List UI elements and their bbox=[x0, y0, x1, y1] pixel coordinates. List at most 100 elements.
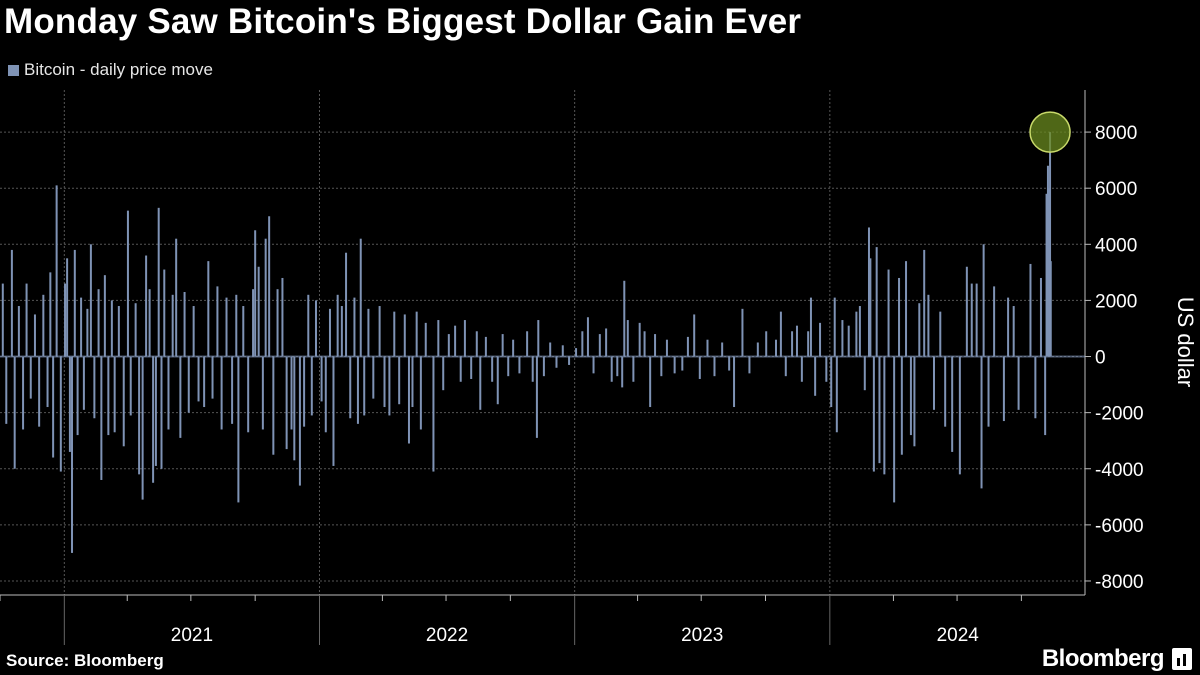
bar bbox=[383, 356, 386, 408]
bar bbox=[632, 356, 635, 382]
bar bbox=[484, 336, 487, 357]
x-tick-label: 2021 bbox=[171, 625, 213, 646]
y-tick-label: -4000 bbox=[1095, 460, 1144, 481]
bar bbox=[698, 356, 701, 379]
bar bbox=[110, 300, 113, 357]
bar bbox=[518, 356, 521, 374]
bar bbox=[535, 356, 538, 438]
bar bbox=[681, 356, 684, 371]
y-tick-label: -2000 bbox=[1095, 404, 1144, 425]
bar bbox=[1046, 165, 1049, 357]
bar bbox=[918, 303, 921, 357]
bar bbox=[825, 356, 828, 382]
bar bbox=[264, 238, 267, 357]
bar bbox=[378, 306, 381, 357]
bar bbox=[220, 356, 223, 430]
bar bbox=[17, 306, 20, 357]
x-tick-label: 2023 bbox=[681, 625, 723, 646]
bar bbox=[49, 272, 52, 357]
bar bbox=[526, 331, 529, 357]
bar bbox=[713, 356, 716, 377]
bar bbox=[568, 356, 571, 365]
bar bbox=[900, 356, 903, 455]
bar bbox=[686, 336, 689, 357]
bar bbox=[117, 306, 120, 357]
bar bbox=[340, 306, 343, 357]
bar bbox=[336, 294, 339, 357]
bar bbox=[345, 252, 348, 357]
bar bbox=[415, 311, 418, 357]
bar bbox=[148, 289, 151, 357]
bar bbox=[298, 356, 301, 486]
bar bbox=[626, 320, 629, 357]
bar bbox=[501, 334, 504, 357]
bar bbox=[847, 325, 850, 357]
bar bbox=[82, 356, 85, 410]
bar bbox=[1007, 297, 1010, 357]
bar bbox=[1012, 306, 1015, 357]
chart-legend: Bitcoin - daily price move bbox=[8, 60, 213, 80]
bar bbox=[359, 238, 362, 357]
bar bbox=[970, 283, 973, 357]
bar bbox=[649, 356, 652, 408]
bar bbox=[432, 356, 435, 472]
bar bbox=[800, 356, 803, 382]
bar bbox=[741, 308, 744, 357]
bar bbox=[13, 356, 16, 469]
bar bbox=[621, 356, 624, 388]
bar bbox=[598, 334, 601, 357]
y-tick-label: -6000 bbox=[1095, 516, 1144, 537]
bar bbox=[491, 356, 494, 382]
bar bbox=[939, 311, 942, 357]
bar bbox=[247, 356, 250, 433]
bar bbox=[833, 297, 836, 357]
zero-baseline bbox=[0, 355, 1085, 358]
bar bbox=[951, 356, 954, 452]
y-axis-label: US dollar bbox=[1173, 297, 1198, 387]
bar bbox=[203, 356, 206, 408]
bar bbox=[616, 356, 619, 377]
bar bbox=[68, 356, 71, 452]
bar bbox=[71, 356, 74, 553]
bar bbox=[883, 356, 886, 475]
bar bbox=[242, 306, 245, 357]
bar bbox=[454, 325, 457, 357]
y-tick-label: 4000 bbox=[1095, 235, 1137, 256]
bar bbox=[835, 356, 838, 433]
bar bbox=[965, 266, 968, 357]
bar bbox=[665, 339, 668, 357]
bar bbox=[10, 249, 13, 357]
bar bbox=[927, 294, 930, 357]
bar bbox=[1039, 277, 1042, 357]
bar bbox=[980, 356, 983, 489]
bar bbox=[154, 356, 157, 466]
bar bbox=[975, 283, 978, 357]
bar bbox=[349, 356, 352, 419]
bar bbox=[52, 356, 55, 458]
bar bbox=[152, 356, 155, 483]
bar bbox=[706, 339, 709, 357]
bar bbox=[872, 356, 875, 472]
bar bbox=[80, 297, 83, 357]
bar bbox=[38, 356, 41, 427]
bar bbox=[33, 314, 36, 357]
bar bbox=[293, 356, 296, 461]
bar bbox=[29, 356, 32, 399]
bar bbox=[179, 356, 182, 438]
bar bbox=[784, 356, 787, 377]
bar bbox=[235, 294, 238, 357]
bar bbox=[748, 356, 751, 374]
bar bbox=[5, 356, 8, 424]
brand-name: Bloomberg bbox=[1041, 645, 1165, 672]
y-tick-label: -8000 bbox=[1095, 572, 1144, 593]
bar bbox=[869, 258, 872, 357]
bar bbox=[733, 356, 736, 408]
bar bbox=[1049, 261, 1052, 357]
bar bbox=[356, 356, 359, 424]
bar bbox=[86, 308, 89, 357]
bar bbox=[393, 311, 396, 357]
bar bbox=[623, 280, 626, 357]
bar bbox=[141, 356, 144, 500]
bar bbox=[257, 266, 260, 357]
bar bbox=[867, 227, 870, 357]
